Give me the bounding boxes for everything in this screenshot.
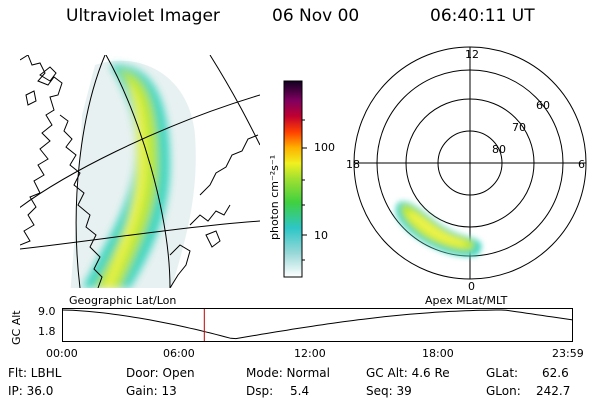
seq-status: Seq: 39: [366, 384, 412, 398]
colorbar-tick-100: 100: [314, 141, 335, 154]
mlt-label-0: 0: [468, 280, 475, 293]
xtick-0000: 00:00: [46, 347, 78, 360]
glat-label: GLat:: [486, 366, 519, 380]
altitude-ytick-low: 1.8: [38, 325, 56, 338]
ip-status: IP: 36.0: [8, 384, 54, 398]
observation-time: 06:40:11 UT: [430, 6, 535, 26]
gc-alt-status: GC Alt: 4.6 Re: [366, 366, 450, 380]
dsp-label: Dsp:: [246, 384, 274, 398]
xtick-1200: 12:00: [294, 347, 326, 360]
dsp-value: 5.4: [290, 384, 310, 398]
colorbar-scale: [283, 80, 303, 278]
mlt-label-6: 6: [578, 158, 585, 171]
geographic-label: Geographic Lat/Lon: [69, 294, 177, 307]
latlon-grid: [20, 55, 260, 288]
altitude-ylabel: GC Alt: [10, 310, 23, 345]
polar-grid: [353, 46, 587, 280]
colorbar: [283, 80, 307, 278]
glat-value: 62.6: [542, 366, 569, 380]
mlt-label-12: 12: [465, 48, 479, 61]
mlt-label-18: 18: [346, 158, 360, 171]
altitude-trace: [62, 309, 573, 340]
xtick-0600: 06:00: [163, 347, 195, 360]
mlat-label-60: 60: [536, 99, 550, 112]
altitude-plot-frame: [62, 308, 573, 342]
altitude-plot: [62, 308, 573, 342]
polar-auroral-oval: [395, 201, 482, 257]
colorbar-tick-10: 10: [314, 229, 328, 242]
xtick-2359: 23:59: [552, 347, 584, 360]
xtick-1800: 18:00: [422, 347, 454, 360]
filter-status: Flt: LBHL: [8, 366, 62, 380]
colorbar-label: photon cm⁻²s⁻¹: [268, 154, 281, 240]
glon-value: 242.7: [536, 384, 571, 398]
polar-plot: [353, 46, 587, 280]
mlat-label-70: 70: [512, 121, 526, 134]
altitude-ytick-high: 9.0: [38, 305, 56, 318]
glon-label: GLon:: [486, 384, 521, 398]
apex-label: Apex MLat/MLT: [425, 294, 508, 307]
app-title: Ultraviolet Imager: [66, 6, 220, 26]
door-status: Door: Open: [126, 366, 195, 380]
mode-status: Mode: Normal: [246, 366, 330, 380]
mlat-label-80: 80: [492, 143, 506, 156]
coastlines: [20, 55, 259, 288]
gain-status: Gain: 13: [126, 384, 177, 398]
geographic-image-panel: [20, 55, 260, 288]
observation-date: 06 Nov 00: [272, 6, 360, 26]
